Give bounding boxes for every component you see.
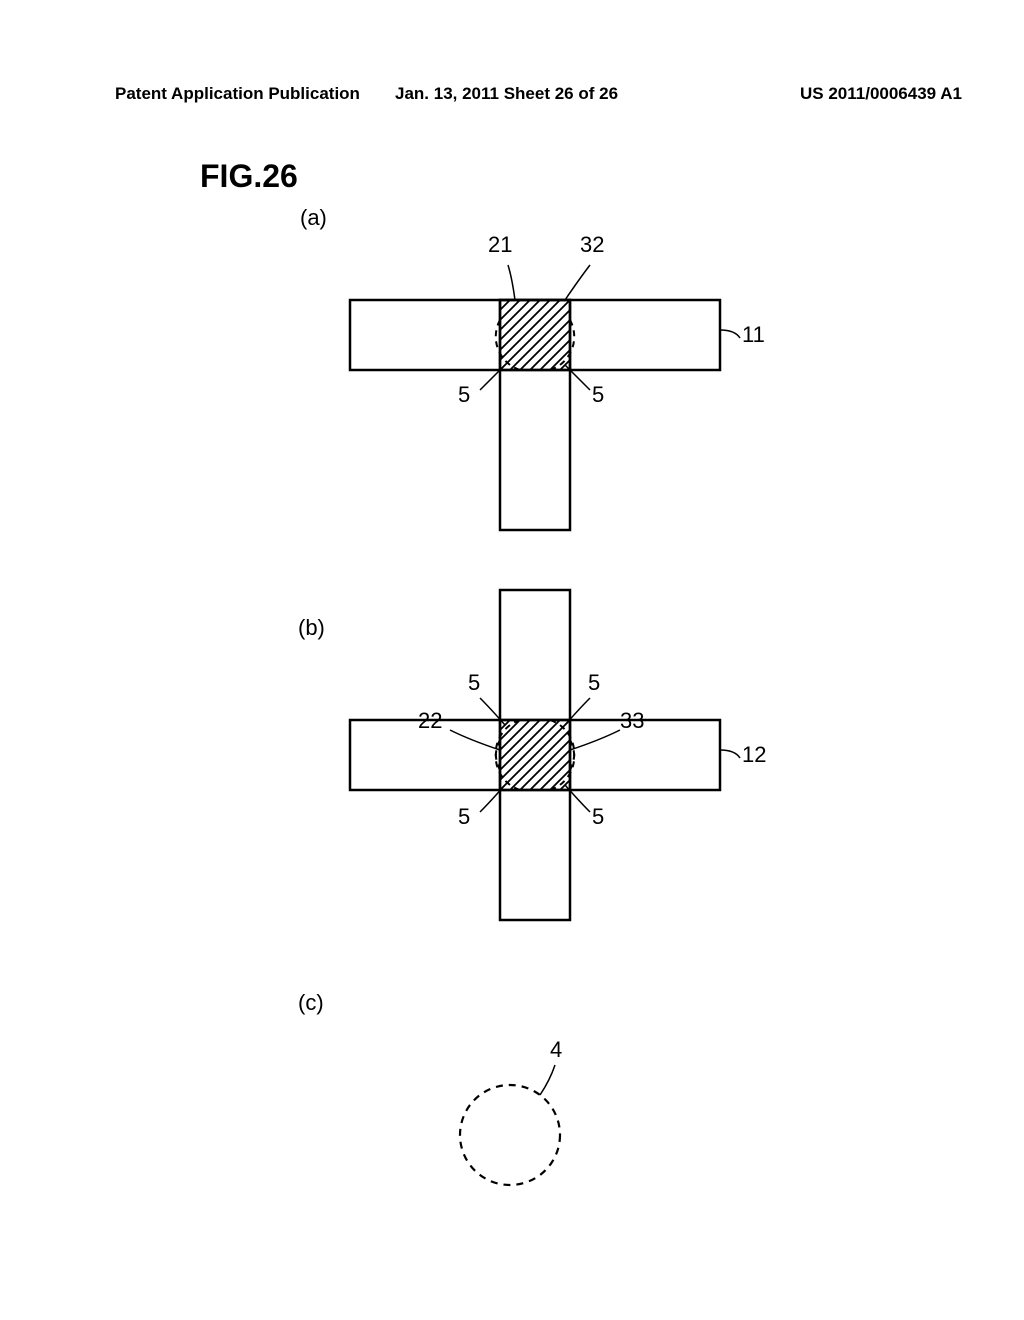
ref-5c: 5	[468, 670, 480, 696]
ref-21: 21	[488, 232, 512, 258]
header-left: Patent Application Publication	[115, 84, 360, 104]
ref-11: 11	[742, 322, 765, 348]
ref-5b: 5	[592, 804, 604, 830]
subfig-c-label: (c)	[298, 990, 324, 1016]
subfig-a-svg	[340, 260, 760, 540]
subfig-b-label: (b)	[298, 615, 325, 641]
subfig-a-diagram: 21 32 11 5 5	[340, 260, 760, 545]
header-right: US 2011/0006439 A1	[800, 84, 962, 104]
subfig-c-diagram: 4	[430, 1035, 630, 1220]
ref-4: 4	[550, 1037, 562, 1063]
figure-title: FIG.26	[200, 158, 298, 195]
ref-5a: 5	[458, 804, 470, 830]
ref-5b: 5	[592, 382, 604, 408]
ref-5d: 5	[588, 670, 600, 696]
ref-12: 12	[742, 742, 766, 768]
ref-5a: 5	[458, 382, 470, 408]
ref-22: 22	[418, 708, 442, 734]
subfig-a-label: (a)	[300, 205, 327, 231]
ref-32: 32	[580, 232, 604, 258]
subfig-b-diagram: 5 5 22 33 12 5 5	[340, 580, 760, 945]
subfig-c-svg	[430, 1035, 630, 1215]
ref-33: 33	[620, 708, 644, 734]
header-mid: Jan. 13, 2011 Sheet 26 of 26	[395, 84, 618, 104]
subfig-b-svg	[340, 580, 760, 940]
